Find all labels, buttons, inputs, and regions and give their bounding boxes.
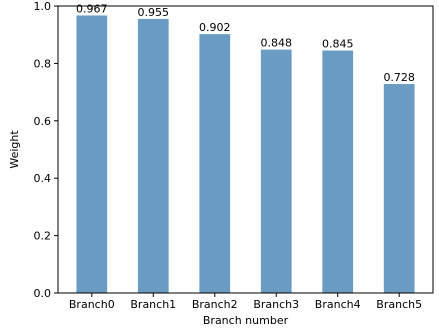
data-label-branch5: 0.728: [383, 71, 415, 84]
y-tick-label: 0.0: [34, 287, 52, 300]
x-tick-label: Branch1: [130, 298, 176, 311]
bar-branch2: [199, 34, 231, 293]
bar-branch1: [137, 18, 169, 293]
y-tick-label: 0.2: [34, 230, 52, 243]
data-label-branch2: 0.902: [199, 21, 231, 34]
x-tick-label: Branch5: [376, 298, 422, 311]
x-tick-label: Branch2: [192, 298, 238, 311]
y-tick-label: 0.8: [34, 57, 52, 70]
bar-branch4: [322, 50, 354, 293]
y-axis-label: Weight: [8, 130, 21, 169]
x-axis: Branch0 Branch1 Branch2 Branch3 Branch4 Branc…: [69, 293, 422, 311]
x-tick-label: Branch0: [69, 298, 115, 311]
bar-branch0: [76, 15, 108, 293]
bars-group: [76, 15, 415, 294]
bar-branch3: [260, 49, 292, 294]
x-axis-label: Branch number: [203, 314, 289, 327]
x-tick-label: Branch4: [315, 298, 361, 311]
data-label-branch4: 0.845: [322, 37, 354, 50]
data-label-branch1: 0.955: [138, 6, 170, 19]
y-axis: 0.0 0.2 0.4 0.6 0.8 1.0: [34, 0, 58, 300]
bar-branch5: [383, 84, 415, 294]
y-tick-label: 1.0: [34, 0, 52, 13]
x-tick-label: Branch3: [253, 298, 299, 311]
y-tick-label: 0.6: [34, 115, 52, 128]
y-tick-label: 0.4: [34, 172, 52, 185]
data-labels-group: 0.967 0.955 0.902 0.848 0.845 0.728: [76, 2, 415, 84]
data-label-branch0: 0.967: [76, 2, 108, 15]
plot-frame: [57, 5, 434, 294]
data-label-branch3: 0.848: [260, 37, 292, 50]
